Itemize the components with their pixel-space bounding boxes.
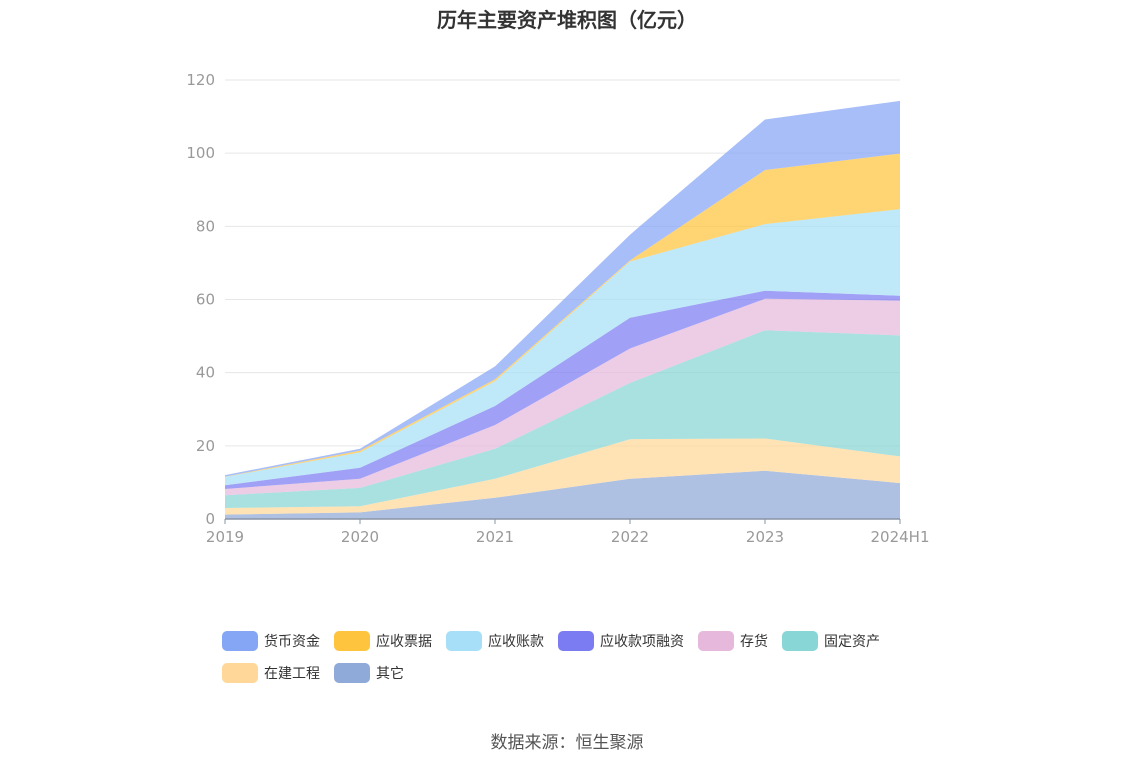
legend-swatch — [782, 631, 818, 651]
x-tick-label: 2023 — [746, 528, 784, 546]
legend-label: 存货 — [740, 634, 768, 650]
area-1 — [225, 438, 900, 515]
legend-label: 应收款项融资 — [600, 634, 684, 650]
data-source: 数据来源：恒生聚源 — [490, 733, 644, 753]
area-7 — [225, 100, 900, 477]
area-3 — [225, 298, 900, 496]
legend-label: 货币资金 — [264, 634, 320, 650]
legend-item[interactable]: 其它 — [334, 663, 404, 683]
y-tick-label: 40 — [196, 364, 215, 382]
legend-swatch — [222, 663, 258, 683]
legend-label: 应收账款 — [488, 634, 544, 650]
legend-label: 在建工程 — [264, 666, 320, 682]
legend-item[interactable]: 应收票据 — [334, 631, 432, 651]
legend-swatch — [334, 631, 370, 651]
x-tick-label: 2020 — [341, 528, 379, 546]
legend-item[interactable]: 存货 — [698, 631, 768, 651]
legend-item[interactable]: 货币资金 — [222, 631, 320, 651]
legend-swatch — [222, 631, 258, 651]
area-5 — [225, 209, 900, 486]
y-tick-label: 60 — [196, 291, 215, 309]
area-series — [225, 100, 900, 519]
legend-item[interactable]: 在建工程 — [222, 663, 320, 683]
x-tick-label: 2019 — [206, 528, 244, 546]
legend-item[interactable]: 应收款项融资 — [558, 631, 684, 651]
area-0 — [225, 470, 900, 519]
y-tick-label: 0 — [205, 510, 215, 528]
x-tick-label: 2021 — [476, 528, 514, 546]
legend-swatch — [698, 631, 734, 651]
legend-label: 其它 — [376, 666, 404, 682]
y-tick-label: 100 — [186, 144, 215, 162]
y-tick-label: 120 — [186, 71, 215, 89]
chart-title: 历年主要资产堆积图（亿元） — [437, 8, 697, 32]
x-tick-label: 2024H1 — [871, 528, 930, 546]
y-tick-label: 80 — [196, 217, 215, 235]
axes: 0 20 40 60 80 100 120 2019 2020 2021 2022 2023 2024H… — [186, 71, 929, 546]
legend: 货币资金 应收票据 应收账款 应收款项融资 存货 固定资产在建工程 其它 — [222, 631, 942, 695]
legend-swatch — [334, 663, 370, 683]
area-6 — [225, 153, 900, 477]
legend-label: 固定资产 — [824, 634, 880, 650]
legend-swatch — [558, 631, 594, 651]
legend-swatch — [446, 631, 482, 651]
legend-item[interactable]: 应收账款 — [446, 631, 544, 651]
legend-label: 应收票据 — [376, 634, 432, 650]
area-2 — [225, 330, 900, 508]
x-tick-label: 2022 — [611, 528, 649, 546]
y-tick-label: 20 — [196, 437, 215, 455]
legend-item[interactable]: 固定资产 — [782, 631, 880, 651]
